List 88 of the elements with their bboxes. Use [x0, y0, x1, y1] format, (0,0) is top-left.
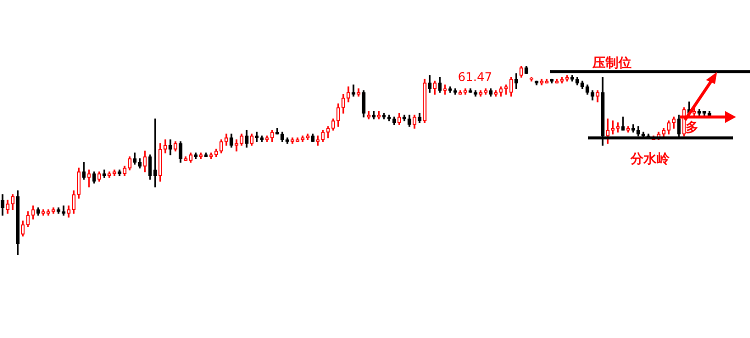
annotation: 61.47: [458, 70, 492, 84]
candlestick: [474, 90, 478, 97]
candlestick: [580, 80, 584, 90]
candlestick: [565, 75, 569, 82]
candlestick: [596, 90, 600, 102]
candlestick: [188, 152, 193, 163]
candlestick: [174, 141, 178, 152]
candlestick: [214, 148, 218, 158]
candlestick: [392, 116, 396, 125]
candlestick: [356, 88, 360, 97]
candlestick: [402, 114, 406, 122]
candlestick: [168, 139, 172, 156]
candlestick: [224, 134, 228, 146]
candlestick: [575, 77, 580, 86]
candlestick: [524, 66, 528, 74]
candlestick: [72, 190, 76, 214]
candlestick: [544, 78, 549, 84]
candlestick: [397, 112, 402, 125]
candlestick: [514, 73, 518, 90]
candlestick: [519, 66, 524, 78]
candlestick: [77, 168, 81, 199]
candlestick: [148, 154, 152, 180]
candlestick: [387, 114, 391, 122]
candlestick: [418, 112, 422, 124]
candlestick: [184, 156, 188, 161]
candlestick: [234, 139, 238, 152]
candlestick: [530, 77, 534, 82]
candlestick: [540, 78, 544, 86]
candlestick: [438, 77, 442, 93]
candlestick: [178, 141, 182, 163]
candlestick: [464, 88, 468, 95]
candlestick: [62, 206, 66, 216]
candlestick: [31, 206, 35, 220]
candlestick: [153, 118, 157, 188]
candlestick: [499, 86, 503, 97]
candlestick: [428, 75, 432, 93]
candlestick: [118, 170, 122, 176]
candlestick: [26, 211, 30, 227]
candlestick: [443, 84, 447, 95]
candlestick: [280, 132, 284, 142]
candlestick: [240, 134, 244, 146]
candlestick: [560, 77, 564, 84]
candlestick: [621, 116, 625, 131]
candlestick: [555, 78, 559, 84]
candlestick: [112, 170, 116, 176]
candlestick: [509, 77, 513, 97]
candlestick: [346, 86, 350, 102]
candlestick: [362, 90, 366, 118]
candlestick: [209, 152, 213, 159]
candlestick: [56, 207, 60, 214]
candlestick: [250, 134, 254, 146]
candlestick: [412, 114, 416, 129]
candlestick: [143, 150, 147, 172]
candlestick: [484, 88, 488, 95]
candlestick: [204, 152, 208, 158]
candlestick: [87, 170, 91, 188]
candlestick: [321, 130, 325, 142]
ref-line-label: 分水岭: [630, 152, 670, 168]
candlestick: [453, 88, 457, 95]
candlestick: [422, 78, 426, 124]
candlestick: [586, 84, 590, 95]
candlestick: [534, 80, 538, 86]
candlestick: [408, 114, 412, 127]
candlestick: [16, 190, 20, 255]
candlestick: [616, 122, 620, 132]
candlestick: [36, 207, 40, 216]
annotation: 多: [686, 120, 698, 136]
candlestick: [122, 166, 126, 176]
candlestick: [382, 112, 386, 120]
candlestick: [468, 88, 472, 93]
candlestick: [326, 126, 330, 138]
candlestick: [290, 137, 294, 144]
candlestick: [352, 84, 356, 97]
candlestick: [244, 130, 248, 148]
candlestick: [138, 158, 142, 168]
candlestick: [296, 137, 300, 142]
candlestick: [433, 80, 437, 95]
candlestick: [310, 134, 315, 142]
ref-line-label: 压制位: [592, 56, 632, 72]
candlestick: [672, 116, 676, 129]
candlestick: [590, 90, 594, 100]
candlestick: [10, 194, 15, 210]
candlestick: [6, 200, 10, 214]
candlestick: [265, 136, 269, 142]
candlestick: [488, 88, 493, 97]
candlestick: [682, 107, 686, 136]
candlestick: [66, 206, 70, 218]
candlestick: [504, 84, 508, 95]
